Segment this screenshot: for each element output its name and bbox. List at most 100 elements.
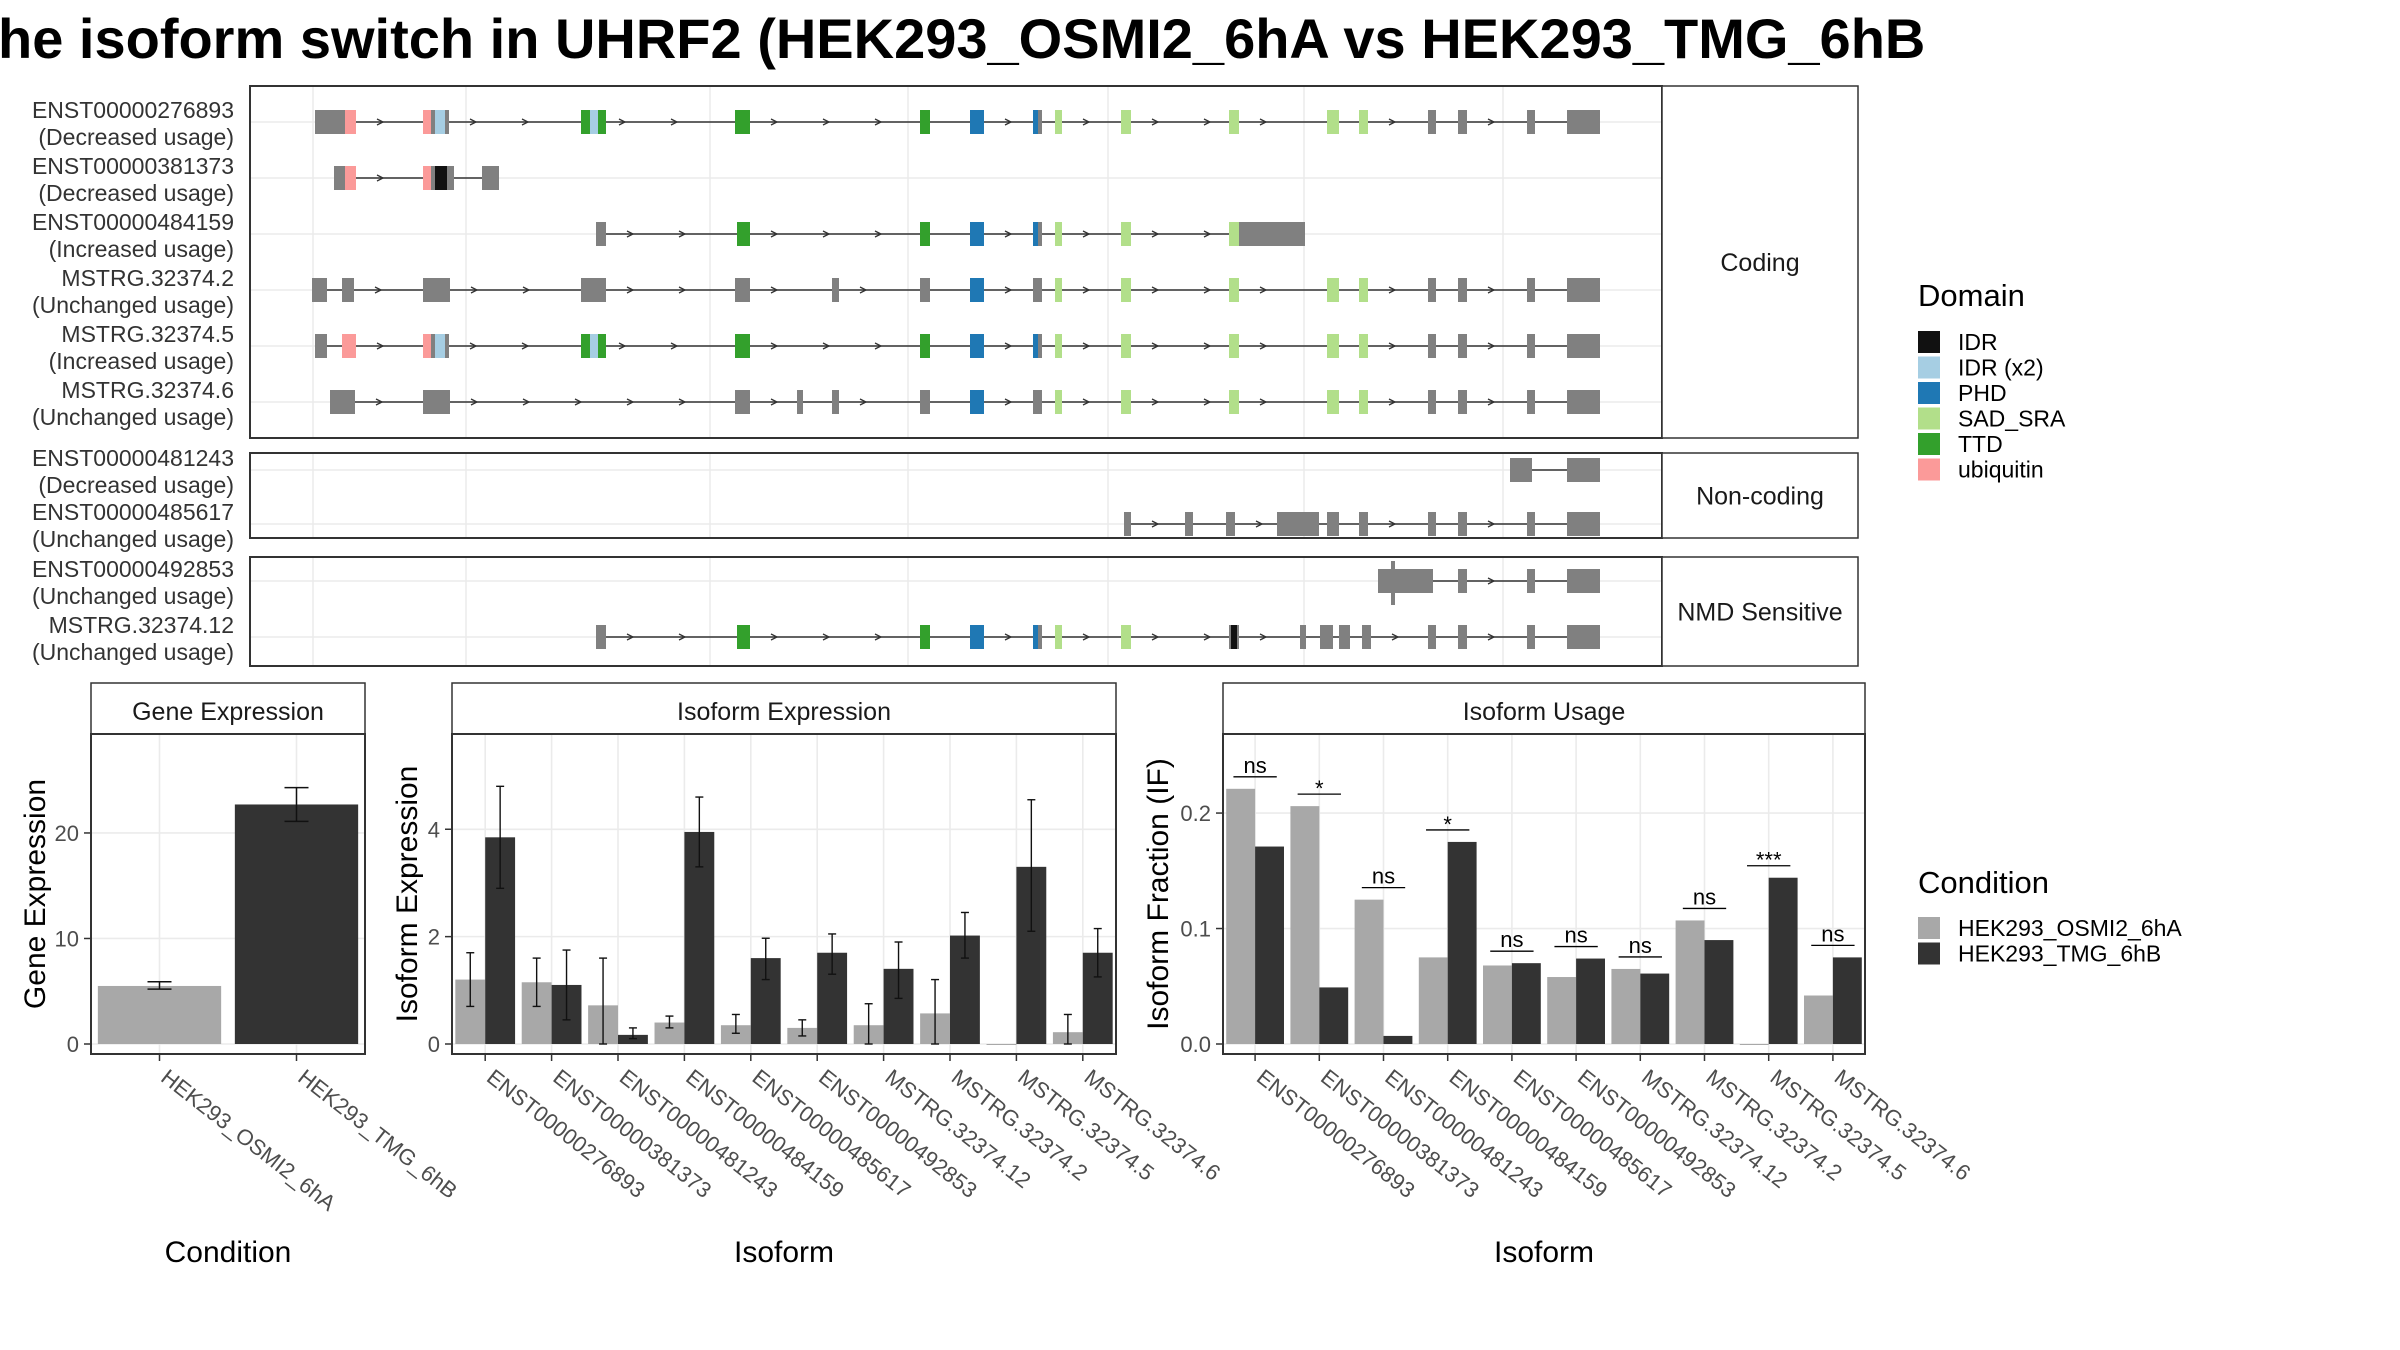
exon-block <box>431 166 435 190</box>
intron-arrow <box>1004 398 1013 406</box>
intron-arrow <box>618 118 627 126</box>
intron-arrow <box>1004 342 1013 350</box>
intron-arrow <box>770 286 779 294</box>
intron-arrow <box>1388 398 1397 406</box>
transcript-usage-label: (Unchanged usage) <box>32 639 234 665</box>
intron-arrow <box>670 118 679 126</box>
domain-block-sad-sra <box>1229 390 1239 414</box>
chart-title: Gene Expression <box>132 698 324 726</box>
bar-tmg <box>1447 841 1477 1044</box>
intron-arrow <box>1487 520 1496 528</box>
intron-arrow <box>470 286 479 294</box>
exon-block <box>1527 278 1535 302</box>
exon-block <box>1038 110 1042 134</box>
structure-panel: Non-coding ENST00000481243(Decreased usag… <box>32 445 1859 552</box>
domain-legend-swatch <box>1918 331 1940 353</box>
transcript-row: ENST00000381373(Decreased usage) <box>32 153 499 206</box>
domain-block-sad-sra <box>1327 334 1339 358</box>
exon-block <box>1527 569 1535 593</box>
significance-label: ns <box>1243 753 1266 778</box>
domain-legend-label: TTD <box>1958 431 2003 457</box>
domain-block-ubiquitin <box>345 166 356 190</box>
domain-block-ubiquitin <box>423 166 431 190</box>
intron-arrow <box>1203 230 1212 238</box>
domain-block-sad-sra <box>1229 222 1239 246</box>
domain-block-idr-x2- <box>590 334 598 358</box>
exon-block <box>1458 569 1467 593</box>
bar-osmi2 <box>1226 788 1256 1044</box>
significance-label: ns <box>1693 884 1716 909</box>
domain-block-ttd <box>920 334 930 358</box>
transcript-usage-label: (Unchanged usage) <box>32 583 234 609</box>
intron-arrow <box>626 286 635 294</box>
domain-block-sad-sra <box>1121 222 1131 246</box>
intron-arrow <box>522 286 531 294</box>
condition-legend-title: Condition <box>1918 865 2049 900</box>
domain-block-idr-x2- <box>435 110 445 134</box>
exon-block <box>1458 390 1467 414</box>
domain-legend-label: IDR (x2) <box>1958 355 2044 381</box>
y-axis-label: Isoform Fraction (IF) <box>1142 758 1175 1030</box>
exon-block <box>735 278 750 302</box>
intron-arrow <box>1004 633 1013 641</box>
intron-arrow <box>1151 633 1160 641</box>
bar-osmi2 <box>986 1044 1017 1045</box>
exon-block <box>1567 625 1600 649</box>
bar-tmg <box>1511 963 1541 1044</box>
significance-label: ns <box>1500 927 1523 952</box>
intron-arrow <box>770 633 779 641</box>
intron-arrow <box>1151 520 1160 528</box>
exon-block <box>1458 334 1467 358</box>
intron-arrow <box>1487 577 1496 585</box>
intron-arrow <box>1082 286 1091 294</box>
utr-block <box>1378 573 1392 589</box>
exon-block <box>920 278 930 302</box>
exon-block <box>1359 512 1368 536</box>
significance-label: * <box>1443 812 1452 837</box>
bar-tmg <box>1832 957 1862 1044</box>
domain-legend-title: Domain <box>1918 278 2025 313</box>
exon-block <box>342 278 354 302</box>
category-label: NMD Sensitive <box>1677 599 1842 627</box>
domain-block-phd <box>970 334 984 358</box>
condition-legend-swatch <box>1918 917 1940 939</box>
transcript-usage-label: (Increased usage) <box>49 236 234 262</box>
intron-arrow <box>1391 633 1400 641</box>
domain-block-sad-sra <box>1359 278 1368 302</box>
domain-block-sad-sra <box>1229 110 1239 134</box>
domain-block-sad-sra <box>1121 334 1131 358</box>
intron-arrow <box>874 118 883 126</box>
domain-legend-label: IDR <box>1958 329 1998 355</box>
intron-arrow <box>375 398 384 406</box>
intron-arrow <box>859 398 868 406</box>
domain-block-ttd <box>920 625 930 649</box>
bar-tmg <box>234 804 359 1044</box>
domain-block-phd <box>970 390 984 414</box>
domain-block-sad-sra <box>1229 334 1239 358</box>
intron-arrow <box>626 230 635 238</box>
bar-osmi2 <box>1739 1044 1769 1045</box>
domain-block-sad-sra <box>1121 390 1131 414</box>
intron-arrow <box>1487 286 1496 294</box>
exon-block <box>1185 512 1193 536</box>
exon-block <box>1510 458 1532 482</box>
domain-block-sad-sra <box>1327 110 1339 134</box>
transcript-id-label: ENST00000276893 <box>32 97 234 123</box>
transcript-usage-label: (Increased usage) <box>49 348 234 374</box>
bar-tmg <box>1640 973 1670 1044</box>
intron-arrow <box>770 342 779 350</box>
domain-block-phd <box>970 222 984 246</box>
exon-block <box>445 110 449 134</box>
exon-block <box>797 390 803 414</box>
intron-arrow <box>770 118 779 126</box>
figure-title: he isoform switch in UHRF2 (HEK293_OSMI2… <box>0 7 1925 70</box>
exon-block <box>1237 625 1239 649</box>
intron-arrow <box>822 633 831 641</box>
exon-block <box>1458 110 1467 134</box>
intron-arrow <box>469 342 478 350</box>
exon-block <box>1300 625 1306 649</box>
domain-block-sad-sra <box>1055 390 1062 414</box>
